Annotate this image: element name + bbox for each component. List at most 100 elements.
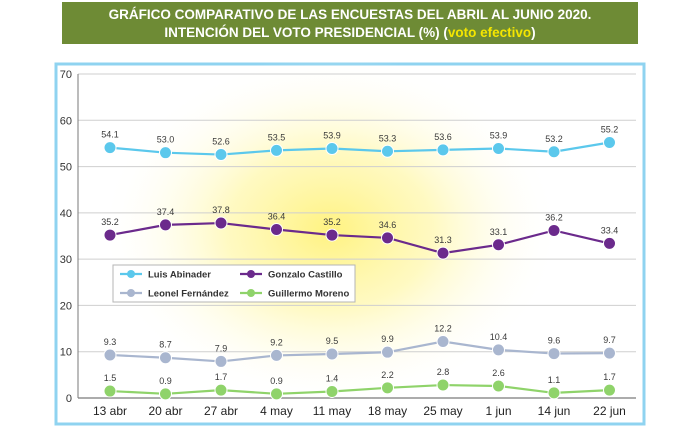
data-label-castillo: 36.2 — [545, 212, 563, 222]
data-point-fernandez — [436, 335, 450, 349]
data-point-castillo — [381, 231, 394, 245]
data-label-fernandez: 9.9 — [381, 334, 394, 344]
x-tick-label: 22 jun — [593, 404, 626, 418]
data-point-castillo — [325, 228, 339, 242]
series-line-fernandez — [109, 340, 610, 363]
legend-label: Luis Abinader — [148, 270, 211, 281]
data-point-abinader — [214, 148, 228, 162]
chart-title-line-2: INTENCIÓN DEL VOTO PRESIDENCIAL (%) (vot… — [62, 24, 638, 42]
data-label-moreno: 1.4 — [326, 374, 339, 384]
legend: Luis Abinader Gonzalo Castillo Leonel Fern… — [112, 264, 356, 303]
data-point-castillo — [159, 218, 172, 232]
data-point-castillo — [103, 228, 117, 242]
data-point-abinader — [270, 143, 283, 157]
data-label-fernandez: 9.2 — [270, 337, 283, 347]
legend-label: Guillermo Moreno — [268, 289, 349, 300]
y-tick-label: 20 — [60, 300, 72, 312]
data-point-moreno — [381, 381, 394, 395]
data-point-moreno — [436, 378, 450, 392]
data-point-abinader — [436, 143, 450, 157]
x-tick-label: 27 abr — [204, 404, 238, 418]
data-label-castillo: 33.1 — [490, 227, 508, 237]
data-label-abinader: 53.9 — [490, 131, 508, 141]
data-point-fernandez — [603, 346, 616, 360]
data-point-fernandez — [103, 348, 117, 362]
data-point-fernandez — [492, 343, 505, 357]
data-point-moreno — [603, 383, 616, 397]
data-point-fernandez — [159, 351, 172, 365]
chart-title-close: ) — [531, 25, 536, 40]
legend-box — [112, 264, 356, 303]
data-point-castillo — [436, 246, 450, 260]
data-label-moreno: 0.9 — [270, 376, 283, 386]
data-label-castillo: 33.4 — [601, 225, 619, 235]
data-point-castillo — [547, 223, 561, 237]
data-label-abinader: 55.2 — [601, 125, 619, 135]
data-label-fernandez: 9.3 — [104, 337, 117, 347]
data-point-moreno — [159, 387, 172, 401]
legend-swatch-marker — [127, 270, 135, 278]
series-line-moreno — [109, 383, 610, 395]
data-label-castillo: 36.4 — [268, 212, 286, 222]
data-label-abinader: 53.5 — [268, 132, 286, 142]
x-tick-label: 20 abr — [148, 404, 182, 418]
data-point-fernandez — [214, 354, 228, 368]
data-label-fernandez: 9.6 — [548, 336, 561, 346]
data-label-fernandez: 9.5 — [326, 336, 339, 346]
y-tick-label: 10 — [60, 347, 72, 359]
data-label-castillo: 35.2 — [101, 217, 119, 227]
data-label-moreno: 2.2 — [381, 370, 394, 380]
x-tick-label: 25 may — [423, 404, 462, 418]
data-point-moreno — [270, 387, 283, 401]
data-point-moreno — [103, 384, 117, 398]
series-line-castillo — [109, 221, 610, 255]
data-label-fernandez: 9.7 — [603, 335, 616, 345]
data-label-moreno: 2.8 — [437, 367, 450, 377]
data-label-castillo: 34.6 — [379, 220, 397, 230]
data-label-moreno: 1.1 — [548, 375, 561, 385]
data-label-moreno: 0.9 — [159, 376, 172, 386]
data-point-fernandez — [381, 345, 394, 359]
y-tick-label: 40 — [60, 208, 72, 220]
series-line-abinader — [109, 141, 610, 156]
data-label-moreno: 1.5 — [104, 373, 117, 383]
legend-label: Leonel Fernández — [148, 289, 229, 300]
data-point-fernandez — [325, 347, 339, 361]
data-label-abinader: 53.9 — [323, 131, 341, 141]
data-label-fernandez: 12.2 — [434, 324, 452, 334]
y-tick-label: 50 — [60, 162, 72, 174]
chart-title-accent: voto efectivo — [447, 25, 532, 40]
x-tick-label: 11 may — [313, 404, 351, 418]
y-tick-label: 60 — [60, 115, 72, 127]
data-point-fernandez — [270, 348, 283, 362]
data-point-fernandez — [547, 347, 561, 361]
data-label-abinader: 53.2 — [545, 134, 563, 144]
x-tick-label: 4 may — [260, 404, 293, 418]
data-point-abinader — [492, 142, 505, 156]
data-label-castillo: 35.2 — [323, 217, 341, 227]
x-tick-label: 13 abr — [93, 404, 127, 418]
data-point-abinader — [381, 144, 394, 158]
data-label-castillo: 31.3 — [434, 235, 452, 245]
data-point-abinader — [325, 142, 339, 156]
data-label-abinader: 52.6 — [212, 137, 230, 147]
data-label-moreno: 1.7 — [603, 372, 616, 382]
data-label-moreno: 2.6 — [492, 368, 505, 378]
legend-swatch-marker — [247, 289, 255, 297]
x-tick-label: 1 jun — [485, 404, 511, 418]
legend-swatch-marker — [247, 270, 255, 278]
data-point-abinader — [547, 145, 561, 159]
data-point-moreno — [214, 383, 228, 397]
data-point-moreno — [547, 386, 561, 400]
data-label-fernandez: 8.7 — [159, 340, 172, 350]
data-label-moreno: 1.7 — [215, 372, 228, 382]
data-label-abinader: 53.3 — [379, 133, 397, 143]
chart-title-line-1: GRÁFICO COMPARATIVO DE LAS ENCUESTAS DEL… — [108, 7, 592, 22]
data-point-abinader — [103, 141, 117, 155]
x-tick-label: 14 jun — [538, 404, 571, 418]
data-label-abinader: 53.6 — [434, 132, 452, 142]
data-point-abinader — [603, 136, 616, 150]
data-label-castillo: 37.4 — [157, 207, 175, 217]
